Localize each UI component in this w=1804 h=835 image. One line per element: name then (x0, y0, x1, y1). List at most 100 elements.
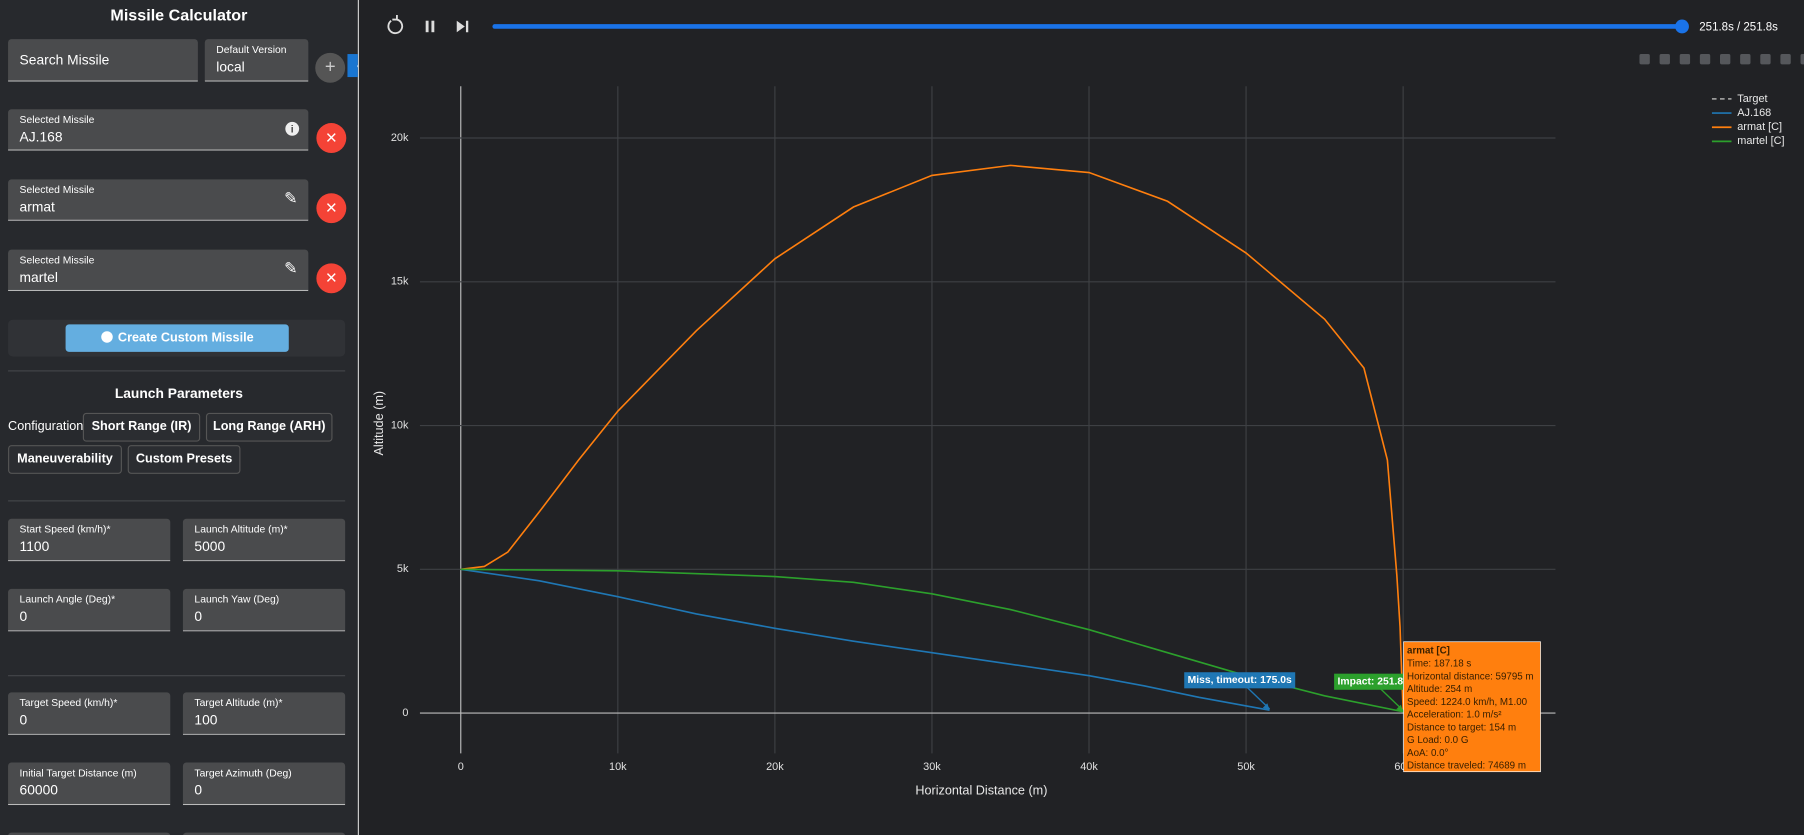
x-tick-label: 20k (766, 761, 784, 773)
collapse-button[interactable]: ‹ (347, 54, 358, 78)
annotation-arrowhead (1262, 703, 1270, 711)
missile-label: Selected Missile (19, 113, 95, 126)
remove-button[interactable]: × (316, 123, 347, 153)
preset-button[interactable]: Short Range (IR) (82, 412, 201, 442)
missile-label: Selected Missile (19, 254, 95, 266)
missile-value: martel (19, 269, 58, 286)
modebar-icon[interactable] (1679, 54, 1691, 65)
missile-field[interactable]: Selected Missile AJ.168 i (8, 109, 309, 151)
preset-button[interactable]: Custom Presets (127, 445, 241, 474)
legend-label[interactable]: martel [C] (1737, 135, 1784, 147)
hover-line: Acceleration: 1.0 m/s² (1407, 710, 1502, 721)
hover-line: Horizontal distance: 59795 m (1407, 671, 1534, 682)
hover-line: Altitude: 254 m (1407, 684, 1472, 695)
preset-button[interactable]: Maneuverability (8, 445, 122, 474)
input-field[interactable] (182, 832, 346, 835)
remove-button[interactable]: × (316, 193, 347, 224)
field-value: 5000 (194, 538, 226, 555)
legend-label[interactable]: Target (1737, 93, 1767, 105)
input-field[interactable]: Launch Angle (Deg)* 0 (8, 588, 171, 632)
field-value: 0 (19, 608, 28, 625)
sidebar: Missile Calculator Search Missile Defaul… (0, 0, 359, 835)
missile-value: armat (19, 198, 55, 216)
skip-button[interactable] (456, 20, 469, 33)
progress-thumb[interactable] (1675, 19, 1689, 34)
field-label: Target Azimuth (Deg) (194, 767, 292, 779)
x-tick-label: 30k (923, 761, 941, 773)
hover-line: Time: 187.18 s (1407, 659, 1471, 670)
field-label: Launch Yaw (Deg) (194, 593, 280, 605)
info-icon[interactable]: i (285, 121, 300, 136)
divider (8, 675, 346, 677)
modebar-icon[interactable] (1800, 54, 1804, 65)
edit-icon[interactable]: ✎ (284, 188, 298, 208)
pause-bar[interactable] (425, 20, 429, 33)
divider (8, 500, 346, 502)
time-label: 251.8s / 251.8s (1699, 22, 1778, 34)
input-field[interactable]: Target Azimuth (Deg) 0 (182, 762, 346, 806)
field-value: 100 (194, 711, 218, 729)
create-button[interactable]: Create Custom Missile (65, 324, 289, 352)
y-tick-label: 0 (402, 707, 408, 719)
input-field[interactable]: Target Speed (km/h)* 0 (8, 692, 171, 735)
input-field[interactable]: Launch Yaw (Deg) 0 (182, 588, 346, 632)
modebar-icon[interactable] (1719, 54, 1731, 65)
series-line (460, 164, 1404, 711)
field-value: 60000 (19, 782, 58, 799)
field-label: Initial Target Distance (m) (19, 767, 137, 779)
chart: 251.8s / 251.8s0 10k 20k 30k 40k 50k 60k05k10k… (358, 0, 1804, 835)
hover-line: Distance to target: 154 m (1407, 722, 1516, 733)
missile-label: Selected Missile (19, 184, 95, 196)
legend-label[interactable]: AJ.168 (1737, 107, 1771, 119)
legend-label[interactable]: armat [C] (1737, 121, 1782, 133)
missile-field[interactable]: Selected Missile martel ✎ (8, 249, 309, 291)
divider (8, 370, 346, 372)
x-tick-label: 0 (458, 761, 464, 773)
x-tick-label: 10k (609, 761, 627, 773)
preset-button[interactable]: Long Range (ARH) (205, 412, 333, 442)
hover-line: Speed: 1224.0 km/h, M1.00 (1407, 697, 1528, 708)
input-field[interactable]: Target Altitude (m)* 100 (182, 692, 346, 735)
hover-line: G Load: 0.0 G (1407, 735, 1468, 746)
annotation-text: Impact: 251.8s (1338, 676, 1410, 687)
modebar-icon[interactable] (1780, 54, 1791, 65)
field-label: Target Altitude (m)* (194, 696, 283, 709)
search-placeholder: Search Missile (19, 51, 110, 68)
y-axis-title: Altitude (m) (372, 391, 386, 456)
input-field[interactable]: Start Speed (km/h)* 1100 (8, 518, 171, 562)
input-field[interactable]: Launch Altitude (m)* 5000 (182, 518, 346, 562)
field-value: 0 (19, 711, 28, 729)
create-label: Create Custom Missile (117, 331, 254, 346)
annotation: Impact: 251.8s (1334, 673, 1413, 690)
annotation: Miss, timeout: 175.0s (1184, 672, 1296, 689)
x-tick-label: 40k (1080, 761, 1098, 773)
remove-button[interactable]: × (316, 263, 347, 294)
modebar-icon[interactable] (1760, 54, 1771, 65)
modebar-icon[interactable] (1639, 54, 1650, 65)
input-field[interactable] (8, 832, 171, 835)
modebar-icon[interactable] (1659, 54, 1670, 65)
edit-icon[interactable]: ✎ (284, 258, 298, 278)
y-tick-label: 20k (391, 132, 409, 144)
annotation-arrowhead (1396, 704, 1404, 712)
add-button[interactable]: + (315, 52, 346, 83)
modebar-icon[interactable] (1699, 54, 1711, 65)
progress-track[interactable] (492, 24, 1683, 29)
config-label: Configuration: (8, 419, 87, 434)
x-tick-label: 50k (1237, 761, 1255, 773)
version-select[interactable]: Default Version local (204, 39, 309, 82)
field-value: 0 (194, 782, 203, 799)
search-field[interactable]: Search Missile (8, 39, 198, 82)
field-value: 0 (194, 608, 203, 625)
missile-field[interactable]: Selected Missile armat ✎ (8, 179, 309, 221)
y-tick-label: 5k (397, 563, 409, 575)
pause-bar[interactable] (431, 20, 435, 33)
modebar-icon[interactable] (1740, 54, 1751, 65)
field-label: Target Speed (km/h)* (19, 696, 118, 709)
input-field[interactable]: Initial Target Distance (m) 60000 (8, 762, 171, 806)
field-label: Launch Angle (Deg)* (19, 593, 116, 605)
restart-button[interactable] (387, 14, 404, 35)
annotation-box (1334, 673, 1413, 690)
y-tick-label: 15k (391, 276, 409, 288)
